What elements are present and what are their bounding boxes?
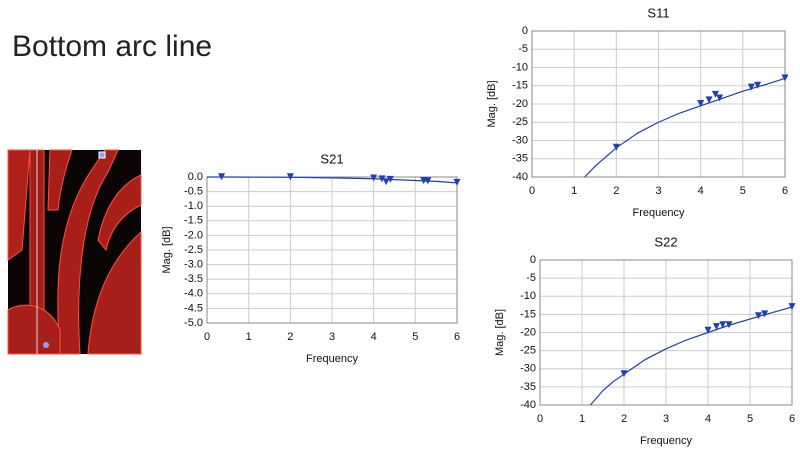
x-tick-label: 6: [454, 331, 460, 343]
y-tick-label: 0: [522, 25, 528, 37]
x-tick-label: 0: [529, 185, 535, 197]
marker: [719, 321, 727, 329]
y-tick-label: -1.0: [184, 200, 203, 212]
x-tick-label: 3: [329, 331, 335, 343]
y-tick-label: 0: [530, 254, 536, 266]
curve: [207, 176, 458, 184]
x-axis-label: Frequency: [633, 207, 685, 219]
y-tick-label: -25: [512, 116, 528, 128]
marker: [218, 173, 226, 181]
marker: [424, 177, 432, 185]
marker: [386, 175, 394, 183]
marker: [370, 174, 378, 182]
x-axis-label: Frequency: [306, 353, 358, 365]
y-tick-label: -4.5: [184, 302, 203, 314]
curve: [589, 306, 793, 406]
layout-image: [7, 149, 142, 355]
y-tick-label: -30: [520, 363, 536, 375]
y-tick-label: -5: [518, 43, 528, 55]
marker: [716, 94, 724, 102]
marker: [612, 143, 620, 151]
y-axis-label: Mag. [dB]: [161, 226, 173, 273]
marker: [712, 323, 720, 331]
marker: [711, 90, 719, 98]
marker: [754, 81, 762, 89]
marker: [620, 370, 628, 378]
x-tick-label: 2: [287, 331, 293, 343]
plot-frame: [206, 176, 458, 324]
y-tick-label: -0.5: [184, 186, 203, 198]
x-axis-label: Frequency: [640, 435, 692, 447]
x-tick-label: 2: [621, 413, 627, 425]
x-tick-label: 5: [740, 185, 746, 197]
y-tick-label: -2.0: [184, 229, 203, 241]
x-tick-label: 5: [412, 331, 418, 343]
x-tick-label: 4: [698, 185, 704, 197]
y-tick-label: -4.0: [184, 288, 203, 300]
x-tick-label: 1: [571, 185, 577, 197]
y-tick-label: -35: [520, 381, 536, 393]
plot-frame: [531, 30, 786, 178]
y-tick-label: 0.0: [188, 171, 203, 183]
x-tick-label: 5: [747, 413, 753, 425]
y-tick-label: -30: [512, 134, 528, 146]
y-tick-label: -5.0: [184, 317, 203, 329]
marker: [453, 178, 461, 186]
y-tick-label: -40: [520, 399, 536, 411]
y-tick-label: -40: [512, 171, 528, 183]
x-tick-label: 3: [663, 413, 669, 425]
y-tick-label: -3.0: [184, 259, 203, 271]
x-tick-label: 3: [655, 185, 661, 197]
x-tick-label: 2: [613, 185, 619, 197]
y-tick-label: -10: [520, 290, 536, 302]
marker: [788, 303, 796, 311]
x-tick-label: 0: [537, 413, 543, 425]
curve: [584, 77, 786, 178]
y-tick-label: -15: [520, 308, 536, 320]
y-tick-label: -15: [512, 80, 528, 92]
chart-title: S21: [320, 151, 343, 166]
marker: [725, 321, 733, 329]
x-tick-label: 6: [789, 413, 795, 425]
x-tick-label: 0: [204, 331, 210, 343]
marker: [747, 83, 755, 91]
marker: [378, 175, 386, 183]
slide-title: Bottom arc line: [12, 30, 212, 63]
plot-frame: [539, 259, 793, 406]
x-tick-label: 4: [371, 331, 377, 343]
marker: [704, 326, 712, 334]
y-tick-label: -1.5: [184, 215, 203, 227]
x-tick-label: 4: [705, 413, 711, 425]
chart-title: S11: [647, 5, 669, 20]
y-tick-label: -20: [512, 98, 528, 110]
y-tick-label: -3.5: [184, 273, 203, 285]
y-tick-label: -25: [520, 345, 536, 357]
marker: [382, 178, 390, 186]
x-tick-label: 6: [782, 185, 788, 197]
x-tick-label: 1: [579, 413, 585, 425]
y-axis-label: Mag. [dB]: [486, 80, 498, 127]
marker: [286, 173, 294, 181]
chart-title: S22: [654, 234, 677, 249]
y-tick-label: -20: [520, 326, 536, 338]
y-tick-label: -35: [512, 153, 528, 165]
marker: [754, 312, 762, 320]
marker: [781, 74, 789, 82]
marker: [761, 310, 769, 318]
y-tick-label: -2.5: [184, 244, 203, 256]
y-axis-label: Mag. [dB]: [494, 309, 506, 356]
marker: [705, 96, 713, 104]
y-tick-label: -10: [512, 61, 528, 73]
x-tick-label: 1: [246, 331, 252, 343]
y-tick-label: -5: [526, 272, 536, 284]
marker: [697, 100, 705, 107]
